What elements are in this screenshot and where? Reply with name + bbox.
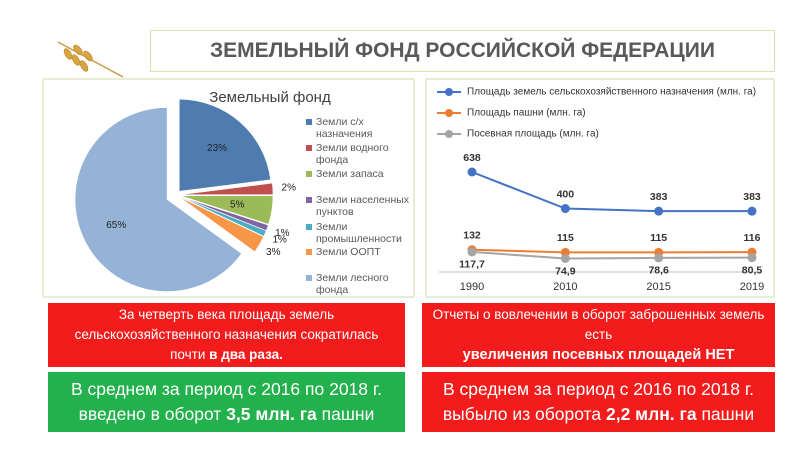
text: В среднем за период с 2016 по 2018 г. вы… bbox=[442, 379, 754, 424]
data-label: 117,7 bbox=[459, 259, 485, 271]
panel-text: Отчеты о вовлечении в оборот заброшенных… bbox=[430, 305, 767, 365]
chart-title: Земельный фонд bbox=[209, 89, 331, 106]
legend-swatch bbox=[306, 119, 312, 125]
line-panel: Площадь земель сельскохозяйственного наз… bbox=[425, 78, 775, 298]
legend-item: Земли запаса bbox=[306, 168, 416, 180]
text-panel: В среднем за период с 2016 по 2018 г. вв… bbox=[48, 372, 405, 432]
legend-swatch bbox=[306, 275, 312, 281]
legend-item: Земли с/х назначения bbox=[306, 116, 416, 140]
data-label: 383 bbox=[650, 191, 668, 203]
data-label: 115 bbox=[557, 232, 574, 244]
data-point bbox=[560, 204, 570, 214]
legend-label: Земли промышленности bbox=[316, 221, 402, 245]
legend-swatch bbox=[306, 145, 312, 151]
pie-slice bbox=[179, 98, 271, 192]
legend-marker bbox=[445, 130, 453, 138]
legend-label: Площадь земель сельскохозяйственного наз… bbox=[467, 87, 756, 98]
legend-label: Земли населенных пунктов bbox=[316, 194, 410, 218]
legend-swatch bbox=[306, 197, 312, 203]
data-point bbox=[560, 247, 570, 257]
data-point bbox=[467, 167, 477, 177]
pie-panel: Земельный фонд 23% 2% 5% 1% 1% 3% 65% Земли с/… bbox=[42, 78, 415, 298]
data-label: 1% bbox=[272, 235, 287, 246]
data-label: 78,6 bbox=[648, 265, 669, 277]
data-point bbox=[467, 247, 477, 257]
text-panel: В среднем за период с 2016 по 2018 г. вы… bbox=[422, 372, 775, 432]
data-label: 74,9 bbox=[555, 265, 576, 277]
data-label: 5% bbox=[230, 199, 245, 210]
text: пашни bbox=[321, 404, 375, 424]
pie-slice bbox=[180, 196, 267, 237]
pie-slice bbox=[74, 107, 242, 292]
legend-label: Земли водного фонда bbox=[316, 142, 389, 166]
legend-label: Земли с/х назначения bbox=[316, 116, 373, 140]
legend-label: Земли лесного фонда bbox=[316, 272, 389, 296]
wheat-icon bbox=[57, 41, 124, 78]
data-label: 3% bbox=[266, 247, 281, 258]
legend-item: Земли водного фонда bbox=[306, 142, 416, 166]
series-line bbox=[471, 171, 752, 213]
text: За четверть века площадь земель сельскох… bbox=[74, 307, 379, 362]
data-point bbox=[747, 206, 757, 216]
data-label: 65% bbox=[106, 220, 126, 231]
data-label: 80,5 bbox=[742, 264, 763, 276]
data-label: 116 bbox=[744, 232, 761, 244]
pie-slice bbox=[180, 196, 269, 231]
data-point bbox=[747, 253, 757, 263]
data-label: 132 bbox=[463, 230, 481, 242]
data-label: 2% bbox=[282, 183, 297, 194]
legend-swatch bbox=[306, 224, 312, 230]
text: пашни bbox=[701, 404, 755, 424]
text-bold: 3,5 млн. га bbox=[226, 404, 317, 424]
legend-item: Земли промышленности bbox=[306, 221, 416, 245]
data-point bbox=[560, 253, 570, 263]
legend-label: Площадь пашни (млн. га) bbox=[467, 108, 586, 119]
text: В среднем за период с 2016 по 2018 г. вв… bbox=[70, 379, 382, 424]
legend-item: Земли лесного фонда bbox=[306, 272, 416, 296]
x-tick-label: 2010 bbox=[553, 281, 577, 293]
data-label: 383 bbox=[743, 191, 761, 203]
legend-label: Посевная площадь (млн. га) bbox=[467, 129, 599, 140]
text: Отчеты о вовлечении в оборот заброшенных… bbox=[432, 307, 765, 342]
text-bold: увеличения посевных площадей НЕТ bbox=[462, 347, 735, 363]
data-point bbox=[654, 253, 664, 263]
panel-text: В среднем за период с 2016 по 2018 г. вв… bbox=[56, 377, 397, 427]
pie-slice bbox=[180, 182, 274, 195]
data-label: 638 bbox=[463, 152, 481, 164]
pie-chart: Земельный фонд 23%2%5%1%1%3%65% bbox=[74, 89, 331, 292]
legend-label: Земли ООПТ bbox=[316, 246, 381, 258]
text-panel: Отчеты о вовлечении в оборот заброшенных… bbox=[422, 303, 775, 367]
line-chart: Площадь земель сельскохозяйственного наз… bbox=[437, 87, 764, 293]
series-line bbox=[471, 248, 753, 254]
slide-title: ЗЕМЕЛЬНЫЙ ФОНД РОССИЙСКОЙ ФЕДЕРАЦИИ bbox=[150, 30, 775, 72]
x-tick-label: 2019 bbox=[740, 281, 764, 293]
data-label: 23% bbox=[207, 143, 227, 154]
x-tick-label: 2015 bbox=[646, 281, 670, 293]
series-line bbox=[471, 250, 753, 260]
text-bold: в два раза. bbox=[209, 347, 283, 362]
legend-item: Земли населенных пунктов bbox=[306, 194, 416, 218]
data-point bbox=[654, 206, 664, 216]
panel-text: В среднем за период с 2016 по 2018 г. вы… bbox=[430, 377, 767, 427]
data-label: 1% bbox=[275, 228, 290, 239]
data-label: 400 bbox=[557, 188, 575, 200]
pie-slice bbox=[180, 195, 274, 225]
panel-text: За четверть века площадь земель сельскох… bbox=[56, 305, 397, 365]
text-bold: 2,2 млн. га bbox=[605, 404, 697, 424]
legend-swatch bbox=[306, 249, 312, 255]
x-tick-label: 1990 bbox=[460, 281, 484, 293]
pie-slice bbox=[180, 197, 264, 252]
text-panel: За четверть века площадь земель сельскох… bbox=[48, 303, 405, 367]
legend-marker bbox=[445, 88, 453, 96]
legend-swatch bbox=[306, 171, 312, 177]
legend-label: Земли запаса bbox=[316, 168, 384, 180]
data-label: 115 bbox=[650, 232, 667, 244]
legend-item: Земли ООПТ bbox=[306, 246, 416, 258]
legend-marker bbox=[445, 109, 453, 117]
